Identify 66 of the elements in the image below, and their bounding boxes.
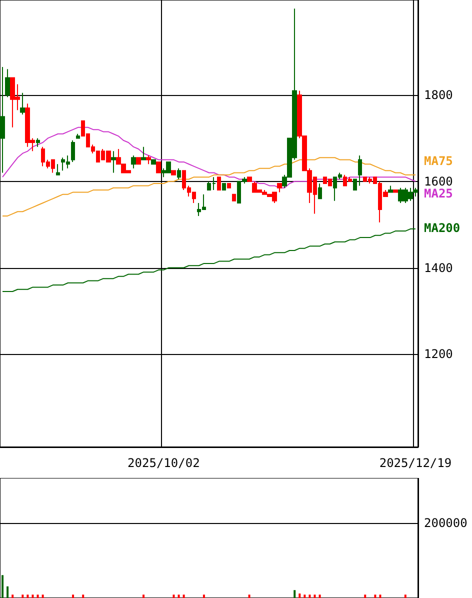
y-tick-label: 1800 (424, 88, 453, 102)
candlestick (353, 178, 357, 191)
candlestick (141, 146, 146, 160)
bar (22, 594, 24, 598)
candlestick (318, 183, 322, 200)
bar (36, 594, 39, 598)
candlestick (171, 170, 176, 176)
bar (308, 594, 311, 598)
series-label: MA75 (424, 154, 453, 168)
y-tick-label: 200000 (424, 516, 468, 530)
bar (374, 594, 376, 598)
candlestick (222, 183, 226, 191)
candlestick (217, 176, 221, 191)
series-label: MA25 (424, 186, 453, 200)
candlestick (177, 168, 181, 180)
candlestick (36, 138, 40, 148)
candlestick (232, 194, 236, 202)
candlestick (227, 183, 231, 188)
candlestick (0, 66, 5, 174)
candlestick (131, 154, 136, 169)
candlestick (146, 154, 151, 165)
bar (6, 586, 9, 598)
bar (314, 594, 316, 598)
candlestick (277, 183, 282, 193)
candlestick (76, 133, 80, 139)
bar (172, 594, 175, 598)
bar (318, 594, 321, 598)
bar (248, 594, 250, 598)
line-series (2, 228, 416, 292)
x-tick-label: 2025/10/02 (128, 456, 200, 470)
bar (2, 575, 4, 598)
bar (379, 594, 382, 598)
bar (72, 594, 74, 598)
candlestick (71, 140, 75, 162)
bar (42, 594, 44, 598)
bar (294, 590, 296, 598)
candlestick (358, 154, 362, 186)
bar (304, 594, 306, 598)
bar (82, 594, 84, 598)
bar (202, 594, 205, 598)
y-tick-label: 1200 (424, 347, 453, 362)
candlestick (393, 190, 398, 193)
bar (404, 594, 406, 598)
bar (12, 594, 14, 598)
candlestick (20, 92, 25, 115)
candlestick (156, 161, 161, 174)
series-label: MA200 (424, 220, 460, 235)
candlestick (111, 150, 116, 174)
candlestick (151, 159, 156, 165)
y-tick-label: 1400 (424, 260, 453, 275)
candlestick (388, 185, 393, 193)
x-tick-label: 2025/12/19 (379, 456, 452, 470)
bar (26, 594, 29, 598)
candlestick (136, 157, 141, 165)
bar (178, 594, 180, 598)
bar (182, 594, 185, 598)
line-series (2, 126, 416, 188)
bar (32, 594, 34, 598)
y-tick-label: 1600 (424, 174, 453, 188)
bar (364, 594, 366, 598)
candlestick (247, 176, 252, 182)
bar (142, 594, 145, 598)
bar (298, 594, 301, 598)
line-series (2, 157, 416, 216)
candlestick (56, 164, 60, 176)
candlestick (5, 68, 10, 98)
